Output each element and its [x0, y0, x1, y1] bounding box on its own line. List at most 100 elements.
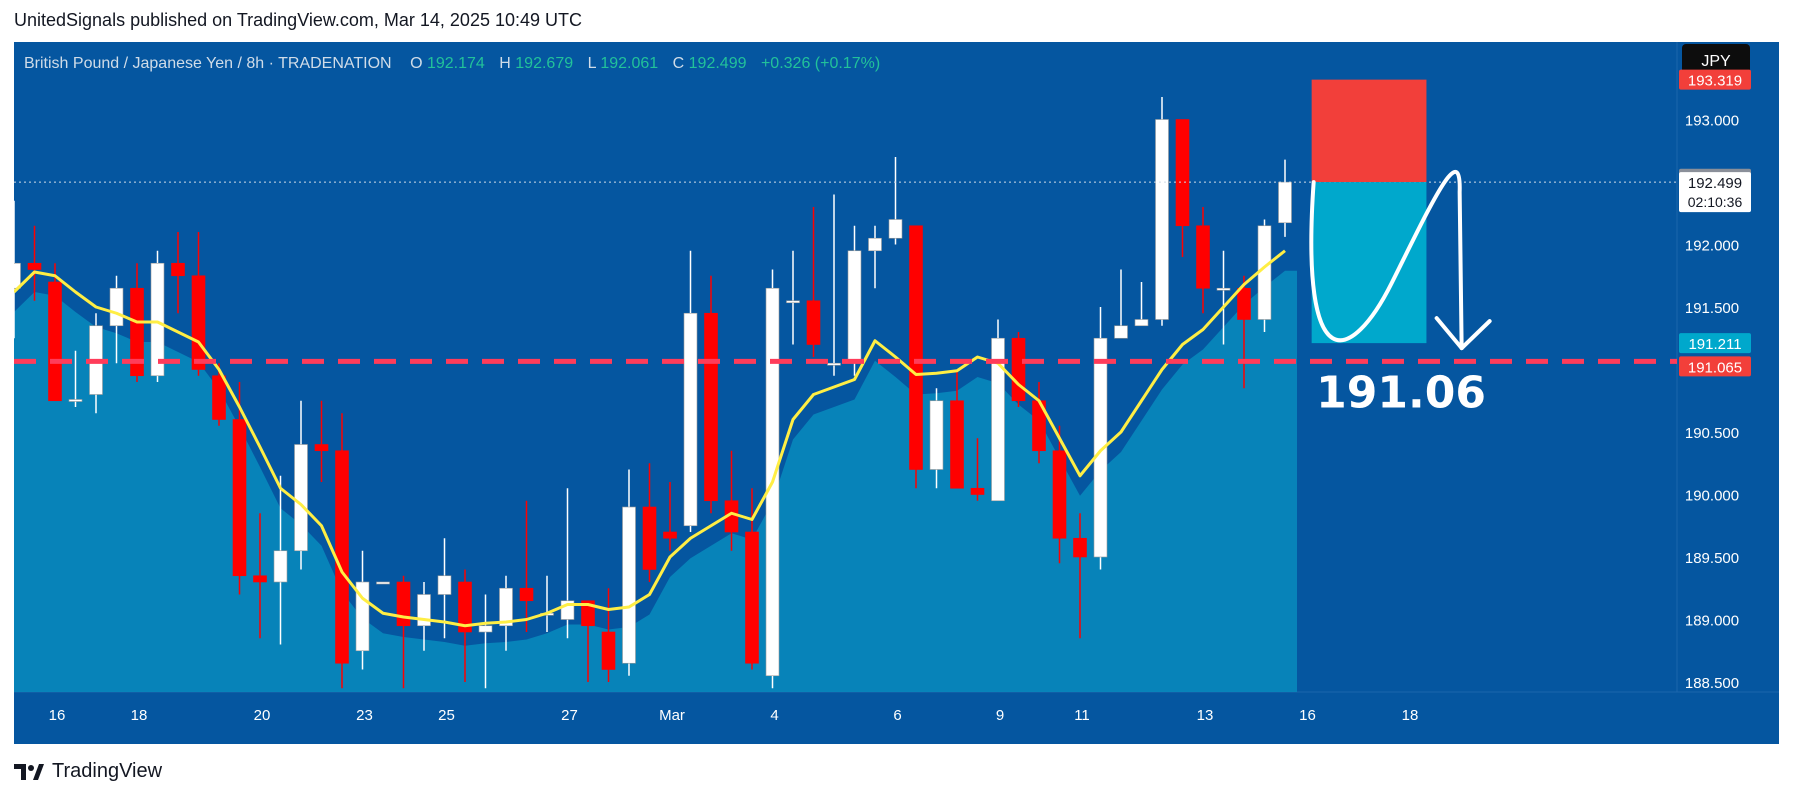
candle: [1155, 97, 1169, 326]
tradingview-logo-icon: [14, 763, 44, 780]
candle: [212, 363, 226, 426]
candle-body: [970, 487, 985, 495]
candle: [642, 463, 657, 582]
candle-body: [950, 400, 964, 489]
candle-body: [1216, 287, 1231, 291]
time-tick-label: 23: [356, 707, 373, 724]
time-tick-label: 16: [49, 707, 66, 724]
candle-body: [519, 587, 534, 602]
price-tick-label: 191.500: [1685, 300, 1739, 317]
candle-body: [622, 506, 636, 664]
price-tick-label: 190.000: [1685, 488, 1739, 505]
candle-body: [581, 600, 595, 627]
time-tick-label: 18: [1402, 707, 1419, 724]
candle: [1093, 307, 1108, 570]
candle-body: [1073, 537, 1087, 558]
symbol-broker: TRADENATION: [278, 55, 391, 72]
candle: [314, 400, 329, 482]
candle: [1216, 250, 1231, 345]
target-price-label: 191.211: [1679, 333, 1751, 354]
candle: [253, 513, 267, 639]
candle-body: [1175, 119, 1190, 227]
area-fill: [14, 270, 1297, 692]
annotation-price: 191.06: [1316, 367, 1486, 418]
candle-body: [1237, 287, 1251, 320]
svg-text:JPY: JPY: [1701, 53, 1731, 70]
candle: [1257, 219, 1272, 332]
candle-body: [888, 219, 903, 239]
price-tick-label: 188.500: [1685, 675, 1739, 692]
target-zone: [1311, 182, 1427, 344]
time-axis[interactable]: 16 18 20 23 25 27 Mar 4 6 9 11 13 16 18: [49, 707, 1419, 724]
candle-body: [601, 631, 616, 670]
candle-body: [1093, 337, 1108, 558]
chart-frame[interactable]: 191.06 British Pound / Japanese Yen / 8h…: [14, 42, 1779, 744]
last-price-label: 192.499 02:10:36: [1679, 172, 1751, 213]
candle: [1175, 119, 1190, 257]
candle: [376, 581, 390, 585]
time-tick-label: 9: [996, 707, 1004, 724]
candle-body: [478, 625, 493, 633]
candle-body: [212, 375, 226, 420]
candle-body: [253, 575, 267, 583]
candle-body: [109, 287, 124, 327]
candle-body: [1278, 181, 1292, 224]
time-tick-label: 13: [1197, 707, 1214, 724]
candle: [683, 250, 698, 532]
candle-body: [683, 312, 698, 527]
candle: [622, 469, 636, 676]
candle-body: [314, 444, 329, 452]
candle-body: [1134, 319, 1149, 327]
candle: [868, 225, 882, 289]
candle: [601, 588, 616, 682]
time-tick-label: 25: [438, 707, 455, 724]
svg-text:192.499: 192.499: [1688, 175, 1742, 192]
candle-body: [273, 550, 288, 583]
candle: [888, 157, 903, 245]
candle: [950, 369, 964, 489]
candle: [499, 575, 513, 651]
price-axis[interactable]: 193.000192.500192.000191.500191.000190.5…: [1685, 113, 1739, 693]
ema-line: [14, 249, 1286, 628]
candle-body: [786, 300, 800, 304]
candle-body: [437, 575, 452, 595]
candle: [519, 500, 534, 632]
candle-body: [130, 287, 144, 377]
publisher-line: UnitedSignals published on TradingView.c…: [14, 10, 583, 30]
time-tick-label: 4: [770, 707, 778, 724]
chart-canvas[interactable]: 191.06 British Pound / Japanese Yen / 8h…: [14, 42, 1779, 744]
candle-body: [232, 419, 247, 577]
tradingview-logo[interactable]: TradingView: [14, 760, 162, 783]
candle: [109, 275, 124, 364]
dashed-level-price-label: 191.065: [1679, 356, 1751, 377]
candle-body: [868, 237, 882, 252]
svg-text:191.065: 191.065: [1688, 359, 1742, 376]
candle-body: [376, 581, 390, 585]
candle-body: [745, 531, 759, 664]
time-tick-label: 16: [1299, 707, 1316, 724]
low-value: 192.061: [600, 55, 658, 72]
symbol-legend: British Pound / Japanese Yen / 8h · TRAD…: [24, 55, 880, 72]
candle-body: [1155, 119, 1169, 320]
candle-body: [48, 281, 62, 402]
symbol-name: British Pound / Japanese Yen: [24, 55, 233, 72]
price-tick-label: 189.000: [1685, 613, 1739, 630]
currency-button[interactable]: JPY: [1682, 44, 1750, 76]
candle: [150, 250, 165, 382]
candle-body: [847, 250, 862, 364]
candle: [478, 594, 493, 689]
candle-body: [171, 262, 185, 277]
candle: [929, 388, 944, 489]
candle: [991, 319, 1005, 502]
candle: [786, 250, 800, 345]
candle-body: [396, 581, 411, 627]
change-value: +0.326 (+0.17%): [761, 55, 880, 72]
candle: [581, 600, 595, 682]
symbol-interval: 8h: [246, 55, 264, 72]
candle-body: [14, 262, 21, 289]
price-tick-label: 193.000: [1685, 113, 1739, 130]
candle-body: [1011, 337, 1026, 402]
candle-body: [704, 312, 718, 502]
candle: [396, 575, 411, 689]
candle: [48, 263, 62, 402]
